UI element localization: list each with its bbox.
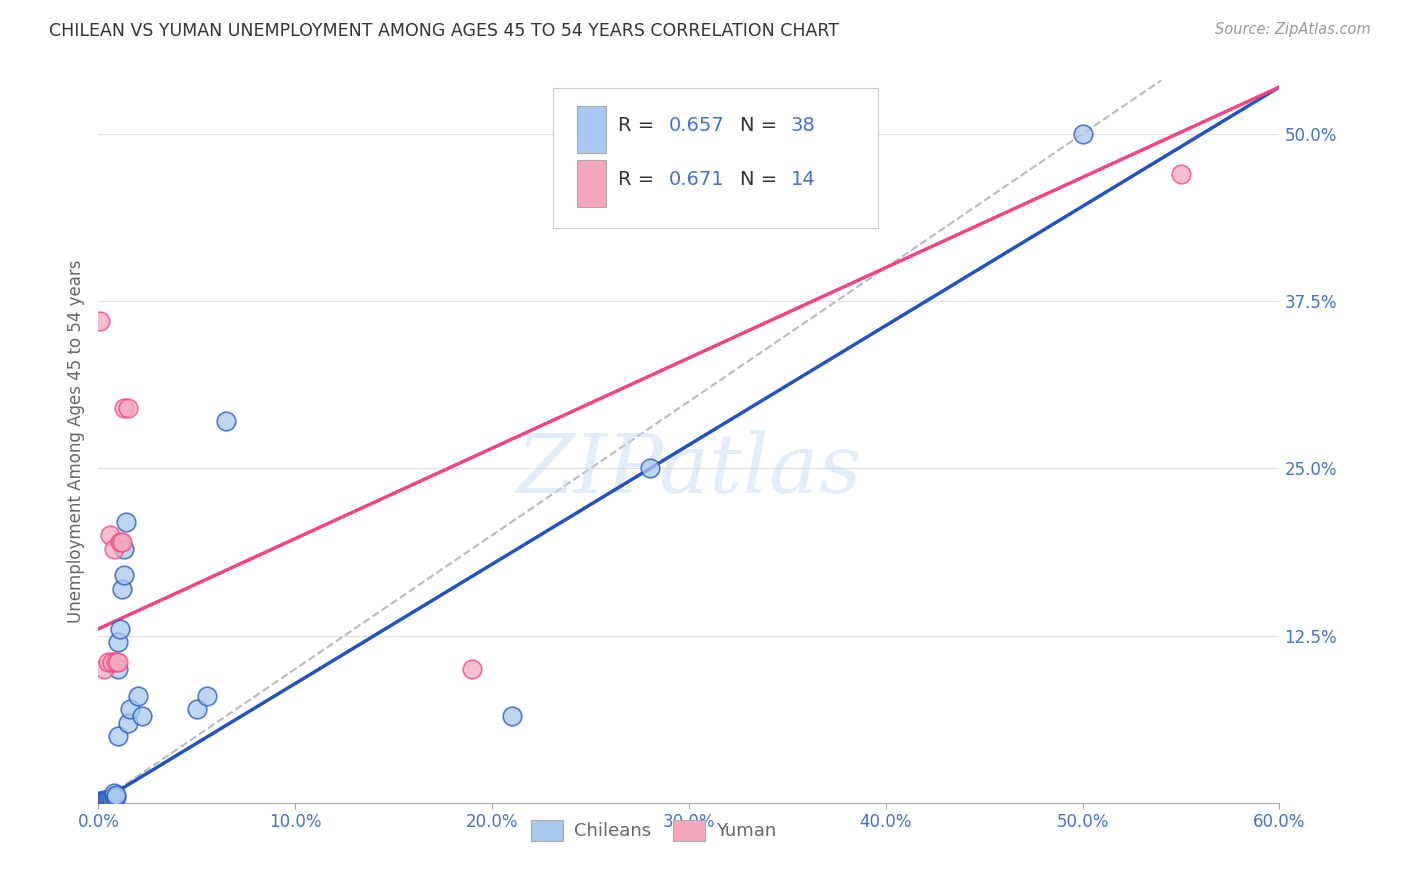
Point [105,788,128,802]
Point [101,655,124,669]
FancyBboxPatch shape [576,105,606,153]
Point [89,796,111,810]
Point [97,655,120,669]
Point [98,792,121,806]
Point [103,541,125,556]
Point [91,795,114,809]
Point [118,702,141,716]
FancyBboxPatch shape [576,160,606,207]
Point [107,662,129,676]
Point [131,708,153,723]
Point [108,534,131,549]
Point [117,401,139,416]
Point [108,622,131,636]
Point [91,796,114,810]
Point [115,515,138,529]
Y-axis label: Unemployment Among Ages 45 to 54 years: Unemployment Among Ages 45 to 54 years [66,260,84,624]
Point [112,401,135,416]
Text: Source: ZipAtlas.com: Source: ZipAtlas.com [1215,22,1371,37]
Point [93,795,115,809]
Text: CHILEAN VS YUMAN UNEMPLOYMENT AMONG AGES 45 TO 54 YEARS CORRELATION CHART: CHILEAN VS YUMAN UNEMPLOYMENT AMONG AGES… [49,22,839,40]
Text: 14: 14 [790,170,815,189]
Text: R =: R = [619,116,661,136]
Point [186,702,208,716]
Text: ZIPatlas: ZIPatlas [516,431,862,510]
Text: N =: N = [740,170,783,189]
Point [96,793,118,807]
Point [89,795,111,809]
Point [101,792,124,806]
Point [107,635,129,649]
Point [103,789,125,804]
Point [461,662,484,676]
Point [89,314,111,328]
Point [96,795,118,809]
Point [1071,127,1094,141]
Point [195,689,218,703]
Point [112,568,135,582]
Point [105,790,128,805]
Point [107,729,129,743]
Point [111,534,134,549]
Point [112,541,135,556]
Point [93,662,115,676]
Point [215,414,238,429]
Point [111,582,134,596]
Point [117,715,139,730]
FancyBboxPatch shape [553,87,877,228]
Point [97,795,120,809]
Point [105,655,128,669]
Point [103,787,125,801]
Point [501,708,523,723]
Text: 0.671: 0.671 [669,170,724,189]
Point [93,793,115,807]
Legend: Chileans, Yuman: Chileans, Yuman [523,813,783,848]
Text: 0.657: 0.657 [669,116,724,136]
Point [101,793,124,807]
Point [98,793,121,807]
Point [1170,167,1192,181]
Text: 38: 38 [790,116,815,136]
Text: R =: R = [619,170,661,189]
Point [638,461,661,475]
Text: N =: N = [740,116,783,136]
Point [97,792,120,806]
Point [97,793,120,807]
Point [107,655,129,669]
Point [103,792,125,806]
Point [127,689,149,703]
Point [98,528,121,542]
